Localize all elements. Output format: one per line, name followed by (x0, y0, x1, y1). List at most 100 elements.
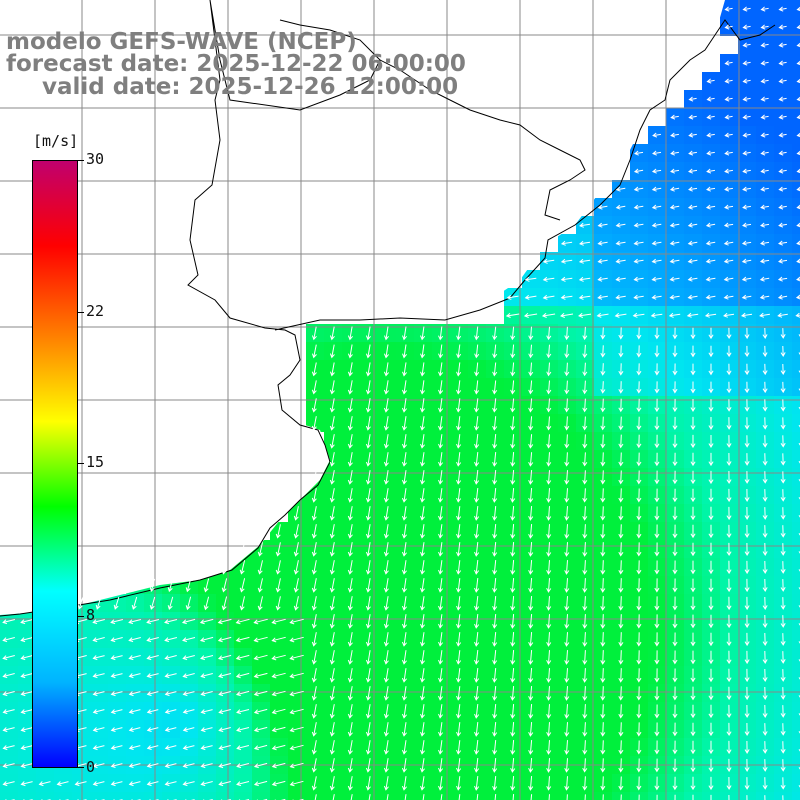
wind-arrow (474, 470, 480, 485)
wind-arrow (365, 560, 371, 575)
wind-arrow (329, 506, 335, 521)
wind-arrow (347, 524, 353, 539)
wind-arrow (726, 668, 732, 683)
wind-arrow (510, 488, 516, 503)
wind-arrow (182, 763, 195, 769)
wind-arrow (20, 763, 33, 769)
wind-arrow (528, 344, 534, 359)
wind-arrow (744, 560, 750, 575)
wind-arrow (546, 506, 552, 521)
wind-arrow (128, 709, 141, 714)
wind-arrow (690, 650, 696, 665)
wind-arrow (704, 312, 717, 318)
wind-arrow (706, 96, 715, 102)
wind-arrow (2, 727, 15, 733)
wind-arrow (74, 781, 87, 787)
wind-arrow (546, 596, 552, 611)
wind-arrow (726, 560, 732, 575)
wind-arrow (311, 578, 317, 593)
wind-arrow (365, 434, 371, 449)
wind-arrow (528, 362, 534, 377)
wind-arrow (636, 398, 642, 413)
wind-arrow (293, 488, 299, 503)
wind-arrow (311, 452, 317, 467)
wind-arrow (438, 380, 444, 395)
wind-arrow (218, 745, 231, 751)
wind-arrow (401, 506, 407, 521)
wind-arrow (582, 542, 588, 557)
wind-arrow (2, 745, 15, 751)
wind-arrow (762, 723, 768, 736)
wind-arrow (744, 614, 750, 629)
wind-arrow (708, 650, 714, 665)
wind-arrow (420, 704, 425, 719)
wind-arrow (654, 434, 660, 449)
wind-arrow (762, 668, 768, 682)
wind-arrow (602, 794, 604, 800)
wind-arrow (600, 452, 606, 467)
wind-arrow (726, 399, 732, 412)
wind-arrow (456, 596, 462, 611)
wind-arrow (347, 416, 353, 431)
wind-arrow (708, 470, 714, 485)
wind-speed-cell (792, 324, 800, 342)
wind-arrow (636, 596, 642, 611)
wind-arrow (636, 345, 642, 358)
wind-arrow (744, 435, 750, 448)
wind-arrow (383, 488, 389, 503)
wind-arrow (182, 673, 195, 679)
wind-arrow (131, 596, 138, 610)
wind-arrow (253, 708, 268, 715)
wind-arrow (546, 686, 552, 701)
wind-arrow (690, 596, 696, 611)
wind-arrow (236, 781, 250, 787)
wind-arrow (654, 560, 660, 575)
wind-arrow (672, 650, 678, 665)
wind-arrow (654, 542, 660, 557)
wind-arrow (706, 168, 715, 174)
wind-arrow (690, 506, 696, 521)
wind-arrow (546, 650, 552, 665)
wind-arrow (365, 506, 371, 521)
wind-arrow (762, 453, 768, 466)
wind-arrow (235, 690, 250, 697)
wind-arrow (636, 363, 642, 376)
wind-arrow (20, 673, 33, 679)
wind-arrow (546, 668, 552, 683)
wind-arrow (311, 398, 317, 413)
wind-arrow (420, 470, 425, 485)
wind-arrow (632, 312, 645, 318)
wind-arrow (548, 794, 550, 800)
wind-arrow (474, 758, 480, 773)
wind-arrow (724, 150, 733, 156)
wind-arrow (253, 654, 268, 661)
wind-arrow (420, 416, 425, 431)
wind-arrow (347, 380, 353, 395)
wind-speed-cell (792, 180, 800, 198)
wind-arrow (492, 434, 498, 449)
wind-speed-cell (378, 792, 396, 800)
wind-arrow (218, 727, 231, 733)
wind-arrow (253, 726, 268, 733)
wind-arrow (110, 709, 123, 715)
wind-arrow (654, 776, 660, 791)
wind-arrow (347, 344, 353, 359)
wind-arrow (780, 687, 786, 700)
wind-arrow (582, 380, 588, 395)
wind-arrow (221, 578, 228, 593)
wind-arrow (672, 614, 678, 629)
wind-arrow (401, 578, 407, 593)
wind-arrow (253, 672, 268, 679)
wind-arrow (528, 542, 534, 557)
wind-arrow (762, 542, 768, 556)
colorbar-tick-label: 8 (86, 606, 96, 624)
wind-arrow (474, 704, 480, 719)
wind-arrow (741, 294, 752, 300)
wind-arrow (329, 560, 335, 575)
wind-arrow (474, 560, 480, 575)
wind-arrow (92, 673, 105, 679)
wind-arrow (456, 488, 462, 503)
wind-arrow (438, 452, 443, 467)
wind-speed-cell (792, 486, 800, 504)
wind-arrow (618, 776, 624, 791)
